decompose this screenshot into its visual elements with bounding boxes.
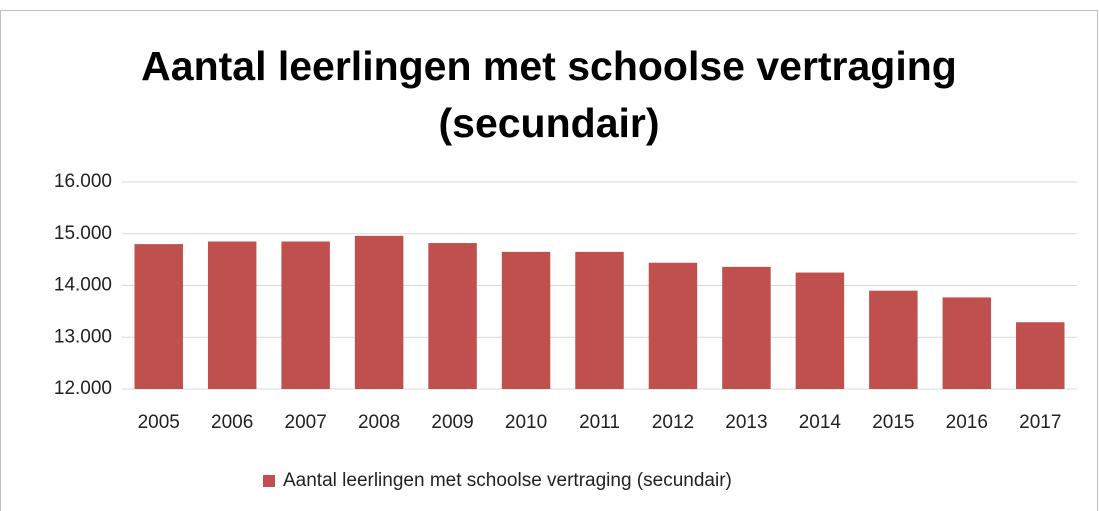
- y-tick-label: 15.000: [54, 223, 112, 244]
- x-tick-label: 2006: [211, 412, 253, 433]
- x-tick-label: 2013: [725, 412, 767, 433]
- bar: [134, 244, 183, 389]
- bar: [795, 272, 845, 389]
- y-tick-label: 14.000: [54, 275, 112, 296]
- x-tick-label: 2015: [872, 412, 914, 433]
- x-tick-label: 2014: [799, 412, 842, 433]
- bar: [648, 262, 698, 389]
- x-tick-label: 2016: [946, 412, 988, 433]
- bar: [207, 241, 257, 389]
- x-tick-label: 2008: [358, 412, 400, 433]
- y-tick-label: 12.000: [54, 378, 112, 399]
- bar: [428, 243, 477, 389]
- x-tick-label: 2005: [138, 412, 180, 433]
- x-tick-label: 2012: [652, 412, 694, 433]
- x-tick-label: 2009: [431, 412, 473, 433]
- x-tick-label: 2011: [579, 412, 620, 433]
- bar: [942, 297, 992, 389]
- x-tick-label: 2017: [1019, 412, 1061, 433]
- y-tick-label: 16.000: [54, 171, 112, 192]
- bar: [281, 241, 330, 389]
- bar: [869, 290, 918, 389]
- bar: [354, 235, 404, 389]
- chart-title: Aantal leerlingen met schoolse vertragin…: [141, 43, 957, 146]
- bar: [722, 266, 771, 389]
- bar: [501, 251, 551, 389]
- y-tick-label: 13.000: [54, 326, 112, 347]
- bar: [1016, 322, 1065, 389]
- legend-swatch: [263, 475, 275, 487]
- bar: [575, 251, 624, 389]
- x-tick-label: 2007: [285, 412, 327, 433]
- chart-border: [0, 10, 1098, 511]
- x-tick-label: 2010: [505, 412, 547, 433]
- legend-label: Aantal leerlingen met schoolse vertragin…: [283, 470, 732, 491]
